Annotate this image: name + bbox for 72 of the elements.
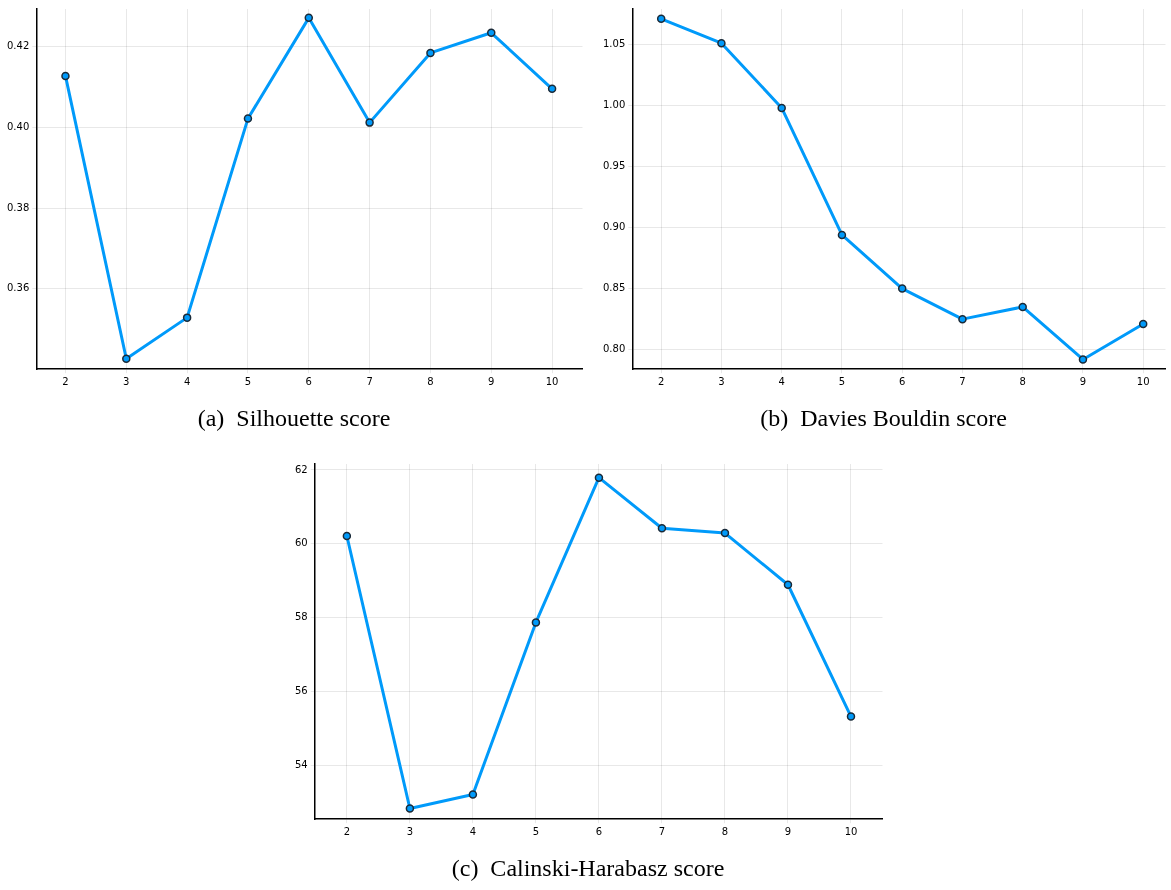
x-tick-label: 8 (1019, 375, 1026, 387)
x-tick-label: 8 (721, 825, 729, 837)
x-tick-label: 10 (844, 825, 858, 837)
point (657, 524, 667, 533)
text: (c) Calinski-Harabasz score (451, 854, 725, 881)
y-tick-label: 62 (294, 463, 308, 475)
x-tick-label: 3 (406, 825, 414, 837)
point (487, 28, 496, 38)
x-tick-label: 2 (62, 375, 69, 387)
y-tick-label: 0.95 (603, 160, 626, 172)
point (405, 804, 415, 813)
point (958, 314, 967, 324)
y-tick-label: 1.05 (603, 38, 626, 49)
x-tick-label: 3 (718, 375, 725, 387)
point (777, 103, 786, 113)
point (837, 230, 847, 240)
y-tick-label: 54 (294, 758, 308, 770)
x-tick-label: 4 (778, 375, 785, 387)
point (468, 790, 478, 799)
x-tick-label: 6 (305, 375, 312, 387)
x-tick-label: 5 (532, 825, 540, 837)
point (304, 13, 314, 23)
x-tick-label: 2 (343, 825, 351, 837)
point (1078, 355, 1088, 364)
text: (b) Davies Bouldin score (760, 404, 1007, 431)
point (61, 71, 70, 81)
y-tick-label: 0.80 (603, 343, 626, 355)
point (426, 48, 435, 58)
y-tick-label: 0.38 (7, 201, 30, 213)
x-tick-label: 9 (1079, 375, 1087, 387)
point (846, 712, 856, 721)
x-tick-label: 7 (658, 825, 666, 837)
x-tick-label: 2 (658, 375, 665, 387)
point (182, 313, 192, 322)
point (531, 618, 541, 627)
point (656, 14, 666, 24)
x-tick-label: 9 (488, 375, 495, 387)
point (342, 531, 352, 541)
x-tick-label: 6 (595, 825, 603, 837)
y-tick-label: 0.85 (603, 282, 626, 294)
x-tick-label: 7 (366, 375, 373, 387)
y-tick-label: 0.42 (7, 40, 30, 52)
y-tick-label: 0.36 (7, 282, 30, 294)
y-tick-label: 56 (294, 685, 308, 697)
point (1138, 319, 1148, 329)
point (594, 473, 604, 482)
point (783, 580, 793, 589)
point (720, 528, 730, 538)
x-tick-label: 9 (784, 825, 792, 837)
text: (a) Silhouette score (197, 404, 391, 431)
y-tick-label: 0.40 (7, 121, 30, 133)
x-tick-label: 4 (469, 825, 477, 837)
y-tick-label: 60 (294, 537, 308, 549)
x-tick-label: 5 (838, 375, 846, 387)
y-tick-label: 0.90 (603, 221, 626, 233)
point (547, 84, 557, 94)
y-tick-label: 58 (294, 611, 308, 623)
x-tick-label: 10 (1136, 375, 1150, 387)
x-tick-label: 10 (545, 375, 559, 387)
point (122, 354, 131, 363)
x-tick-label: 8 (427, 375, 434, 387)
y-tick-label: 1.00 (603, 99, 626, 111)
x-tick-label: 7 (959, 375, 966, 387)
x-tick-label: 3 (123, 375, 130, 387)
point (243, 114, 253, 123)
x-tick-label: 4 (183, 375, 191, 387)
x-tick-label: 6 (899, 375, 906, 387)
point (717, 38, 726, 48)
x-tick-label: 5 (244, 375, 252, 387)
point (365, 118, 374, 127)
point (897, 284, 907, 293)
point (1018, 302, 1027, 312)
